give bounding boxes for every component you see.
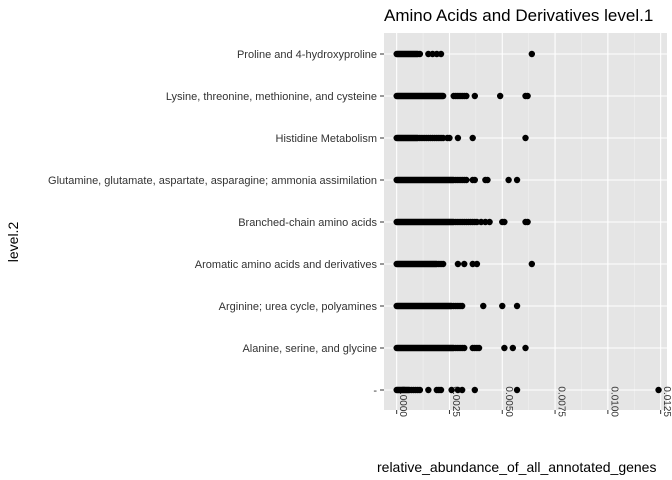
x-tick-label: 0.0075 (556, 386, 567, 417)
data-point (461, 344, 468, 352)
data-point (437, 50, 445, 58)
data-point (439, 260, 447, 268)
x-tick-label: 0.0050 (503, 386, 514, 417)
data-point (480, 302, 487, 310)
y-tick-label: Glutamine, glutamate, aspartate, asparag… (48, 175, 377, 187)
y-tick-label: Histidine Metabolism (276, 133, 377, 145)
data-point (463, 92, 470, 100)
x-tick-label: 0.0025 (450, 386, 461, 417)
x-tick-label: 0.0100 (608, 386, 619, 417)
data-point (499, 302, 506, 310)
data-point (528, 50, 536, 58)
y-tick-label: Arginine; urea cycle, polyamines (219, 301, 378, 313)
data-point (522, 134, 529, 142)
data-point (505, 176, 512, 184)
data-point (458, 386, 466, 394)
data-point (484, 176, 491, 184)
data-point (524, 92, 531, 100)
y-axis-ticks: Proline and 4-hydroxyproline Lysine, thre… (48, 49, 384, 397)
data-point (486, 218, 493, 226)
data-point (471, 386, 479, 394)
data-points (393, 50, 662, 394)
data-point (524, 218, 531, 226)
y-tick-label: Alanine, serine, and glycine (242, 343, 377, 355)
y-tick-label: Proline and 4-hydroxyproline (237, 49, 377, 61)
data-point (473, 260, 481, 268)
data-point (425, 386, 432, 394)
data-point (437, 386, 445, 394)
data-point (501, 344, 508, 352)
data-point (463, 176, 470, 184)
data-point (448, 386, 455, 394)
data-point (501, 218, 508, 226)
data-point (461, 260, 468, 268)
y-tick-label: Lysine, threonine, methionine, and cyste… (166, 91, 377, 103)
data-point (416, 386, 424, 394)
y-tick-label: Aromatic amino acids and derivatives (195, 259, 378, 271)
data-point (528, 260, 536, 268)
data-point (475, 344, 483, 352)
data-point (522, 344, 529, 352)
data-point (454, 134, 462, 142)
data-point (513, 176, 521, 184)
x-axis-title: relative_abundance_of_all_annotated_gene… (377, 459, 656, 475)
data-point (513, 302, 521, 310)
data-point (458, 302, 466, 310)
data-point (513, 386, 521, 394)
data-point (416, 50, 424, 58)
data-point (496, 92, 504, 100)
data-point (446, 134, 453, 142)
data-point (439, 92, 447, 100)
y-tick-label: Branched-chain amino acids (238, 217, 377, 229)
data-point (509, 344, 517, 352)
x-axis-ticks: 0.0000 0.0025 0.0050 0.0075 0.0100 0.0125 (396, 386, 672, 417)
data-point (655, 386, 662, 394)
x-tick-label: 0.0000 (397, 386, 408, 417)
chart-title: Amino Acids and Derivatives level.1 (384, 6, 653, 25)
data-point (454, 260, 462, 268)
data-point (469, 134, 476, 142)
y-axis-title: level.2 (5, 222, 21, 263)
x-tick-label: 0.0125 (661, 386, 672, 417)
y-tick-label: - (373, 385, 377, 397)
data-point (471, 92, 479, 100)
data-point (471, 176, 479, 184)
